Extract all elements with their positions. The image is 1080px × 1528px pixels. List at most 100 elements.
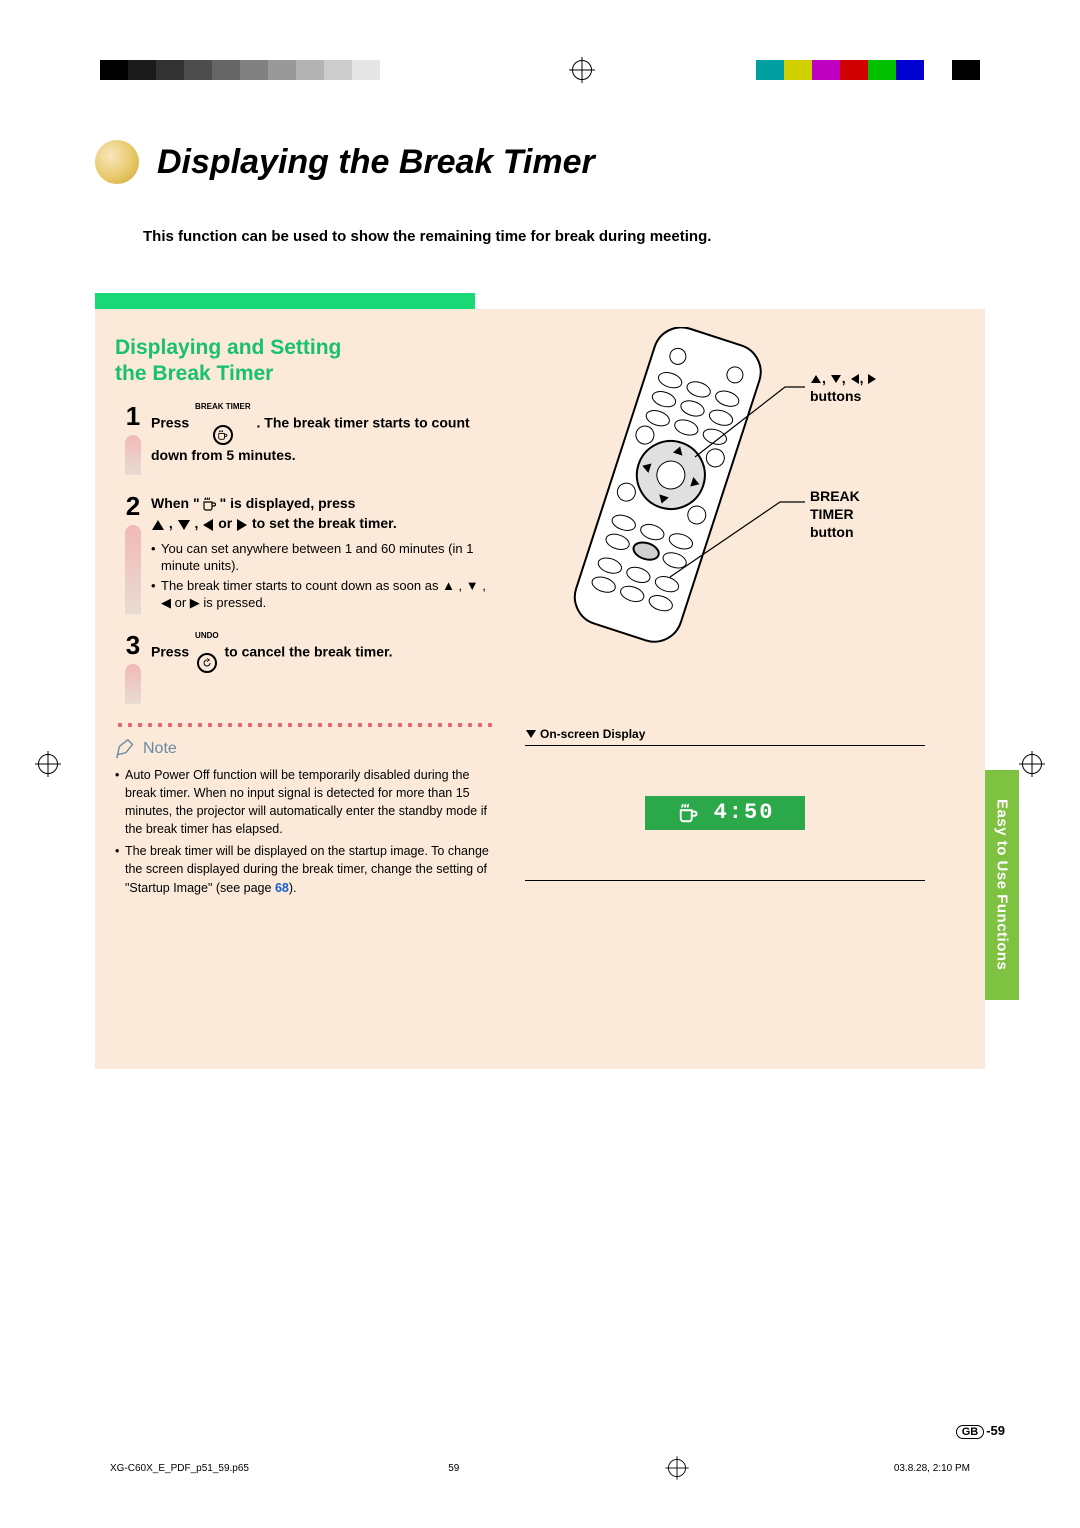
left-column: Displaying and Setting the Break Timer 1… [115,335,495,897]
section-tab: Easy to Use Functions [985,770,1019,1000]
footer-date: 03.8.28, 2:10 PM [894,1463,970,1474]
swatch [268,60,296,80]
remote-illustration: , , , buttons BREAK TIMER button [525,327,905,687]
right-column: , , , buttons BREAK TIMER button On-scre… [525,327,925,881]
step-text: Press BREAK TIMER . The break timer star… [151,403,495,465]
registration-mark-icon [1022,754,1042,774]
osd-time: 4:50 [714,800,775,825]
step-text-frag: to cancel the break timer. [225,643,393,659]
step-number: 1 [126,403,140,429]
registration-mark-icon [38,754,58,774]
note-item: The break timer will be displayed on the… [115,842,495,896]
divider [525,745,925,746]
cup-icon [202,497,218,511]
osd-label: On-screen Display [525,727,925,741]
osd-display: 4:50 [645,796,805,830]
step-text-frag: , [165,515,177,531]
callout-arrows: , , , buttons [810,369,877,405]
osd-label-text: On-screen Display [540,727,645,741]
callout-text: BREAK TIMER [810,488,860,522]
bullet-item: You can set anywhere between 1 and 60 mi… [151,540,495,575]
step-text-frag: , [191,515,203,531]
note-item: Auto Power Off function will be temporar… [115,766,495,839]
section-heading-line2: the Break Timer [115,362,273,385]
swatch [212,60,240,80]
dotted-divider [115,722,495,728]
step-text-frag: Press [151,415,193,431]
undo-button-icon [197,653,217,673]
break-timer-button-icon [213,425,233,445]
note-heading-text: Note [143,740,177,758]
registration-mark-icon [668,1459,686,1477]
bullet-item: The break timer starts to count down as … [151,577,495,612]
step-1: 1 Press BREAK TIMER . The break timer st… [115,403,495,475]
printer-marks-top [100,55,980,85]
print-footer: XG-C60X_E_PDF_p51_59.p65 59 03.8.28, 2:1… [110,1458,970,1478]
swatch [324,60,352,80]
note-heading: Note [115,738,495,760]
title-bullet-icon [95,140,139,184]
button-label: BREAK TIMER [195,403,251,411]
swatch [352,60,380,80]
registration-mark-icon [572,60,592,80]
note-pencil-icon [115,738,137,760]
swatch [952,60,980,80]
swatch [868,60,896,80]
callout-text: button [810,524,854,540]
swatch [240,60,268,80]
right-arrow-icon [237,519,247,531]
up-arrow-icon [152,520,164,530]
swatch [156,60,184,80]
step-text-frag: or [214,515,236,531]
step-text: When " " is displayed, press , , or to se… [151,493,495,534]
step-text-frag: " is displayed, press [220,495,356,511]
swatch [840,60,868,80]
page-title: Displaying the Break Timer [157,143,595,182]
down-arrow-icon [526,730,536,738]
page-number: GB-59 [956,1423,1005,1438]
gray-bar [100,60,408,80]
page-number-text: -59 [986,1423,1005,1438]
step-text-frag: When " [151,495,200,511]
swatch [296,60,324,80]
step-number: 3 [126,632,140,658]
color-bar [756,60,980,80]
step-bullets: You can set anywhere between 1 and 60 mi… [151,540,495,612]
callout-break-timer: BREAK TIMER button [810,487,905,542]
step-number: 2 [126,493,140,519]
step-3: 3 Press UNDO to cancel the break timer. [115,632,495,704]
swatch [812,60,840,80]
footer-file: XG-C60X_E_PDF_p51_59.p65 [110,1463,249,1474]
language-badge: GB [956,1425,985,1439]
step-connector [125,664,141,704]
button-label: UNDO [195,632,219,640]
footer-page: 59 [448,1463,459,1474]
step-connector [125,435,141,475]
page-reference: 68 [275,881,289,895]
title-row: Displaying the Break Timer [95,140,985,184]
divider [525,880,925,881]
section-heading: Displaying and Setting the Break Timer [115,335,495,388]
swatch [100,60,128,80]
section-heading-line1: Displaying and Setting [115,336,341,359]
intro-text: This function can be used to show the re… [143,226,985,249]
note-list: Auto Power Off function will be temporar… [115,766,495,897]
swatch [756,60,784,80]
swatch [784,60,812,80]
swatch [184,60,212,80]
green-stripe [95,293,475,309]
content-area: Displaying and Setting the Break Timer 1… [95,309,985,1069]
cup-icon [678,803,700,823]
swatch [896,60,924,80]
swatch [924,60,952,80]
step-connector [125,525,141,614]
step-2: 2 When " " is displayed, press , , or to … [115,493,495,614]
left-arrow-icon [203,519,213,531]
step-text-frag: Press [151,643,193,659]
swatch [128,60,156,80]
page-content: Displaying the Break Timer This function… [95,120,985,1408]
step-text: Press UNDO to cancel the break timer. [151,632,495,674]
down-arrow-icon [178,520,190,530]
callout-text: buttons [810,388,861,404]
step-text-frag: to set the break timer. [248,515,397,531]
